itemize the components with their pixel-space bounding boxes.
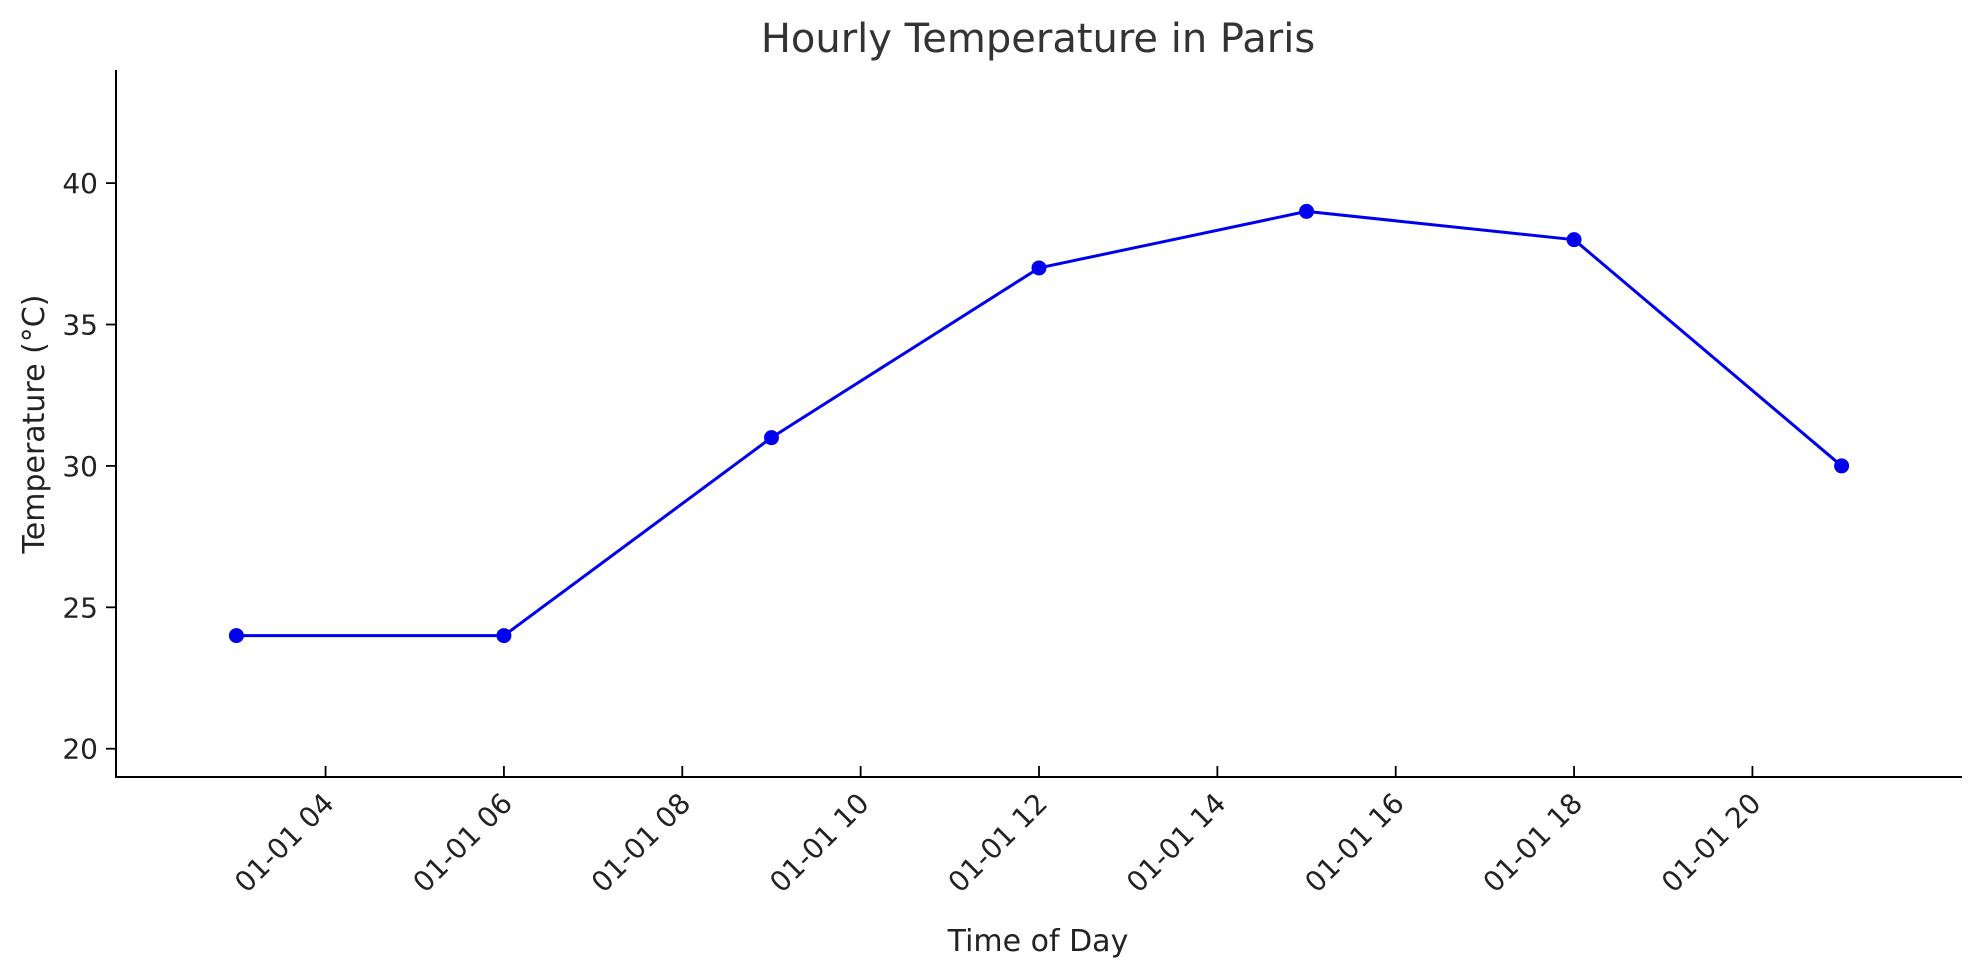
x-tick-label: 01-01 16 [1298,787,1410,899]
y-tick-label: 40 [62,167,98,200]
data-point [496,628,512,644]
x-ticks: 01-01 04 01-01 06 01-01 08 01-01 10 01-01 12… [228,766,1767,899]
data-point [1031,260,1047,276]
data-point [763,430,779,446]
y-axis-label: Temperature (°C) [17,295,52,555]
y-tick-label: 20 [62,733,98,766]
y-tick-label: 35 [62,309,98,342]
data-point [228,628,244,644]
x-tick-label: 01-01 08 [585,787,697,899]
x-axis-label: Time of Day [947,924,1129,959]
x-tick-label: 01-01 18 [1477,787,1589,899]
x-tick-label: 01-01 10 [763,787,875,899]
data-point [1834,458,1850,474]
y-tick-label: 30 [62,450,98,483]
y-ticks: 20 25 30 35 40 [62,167,116,766]
axes [115,70,1962,778]
x-tick-label: 01-01 14 [1120,787,1232,899]
y-tick-label: 25 [62,591,98,624]
x-tick-label: 01-01 06 [407,787,519,899]
chart-title: Hourly Temperature in Paris [761,16,1315,62]
x-tick-label: 01-01 04 [228,787,340,899]
x-tick-label: 01-01 20 [1655,787,1767,899]
data-point [1566,232,1582,248]
series-group [228,203,1850,644]
data-point [1299,203,1315,219]
x-tick-label: 01-01 12 [942,787,1054,899]
